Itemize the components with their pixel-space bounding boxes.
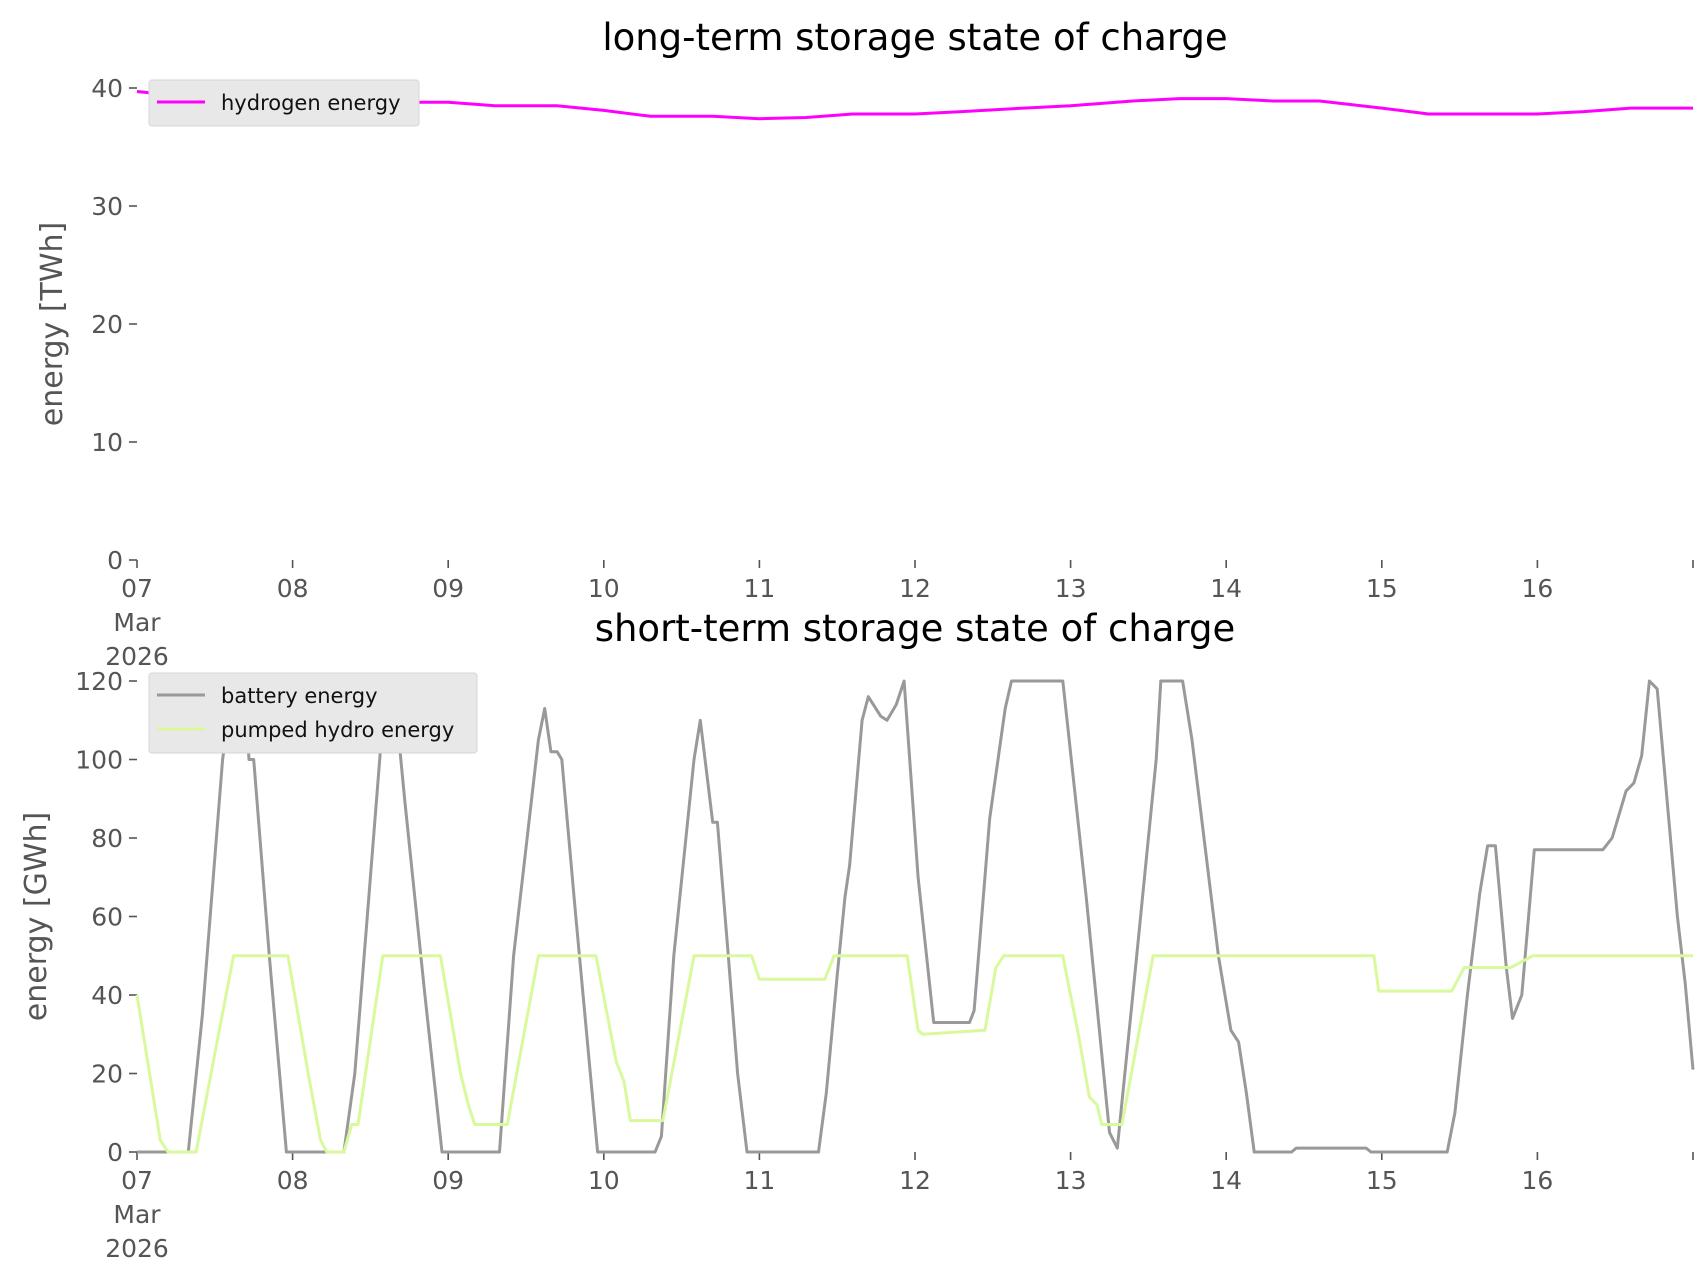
x-tick-label: 08 bbox=[277, 574, 309, 603]
x-tick-sublabel: Mar bbox=[113, 1200, 161, 1229]
x-tick-label: 07 bbox=[121, 1166, 153, 1195]
y-tick-label: 20 bbox=[91, 310, 123, 339]
y-tick-label: 120 bbox=[75, 667, 123, 696]
x-tick-label: 14 bbox=[1210, 1166, 1242, 1195]
legend-label: hydrogen energy bbox=[221, 91, 401, 115]
series-line-hydrogen-energy bbox=[136, 90, 1693, 121]
x-tick-label: 10 bbox=[588, 574, 620, 603]
x-tick-label: 08 bbox=[277, 1166, 309, 1195]
x-tick-sublabel: 2026 bbox=[105, 1234, 169, 1263]
x-tick-label: 15 bbox=[1366, 1166, 1398, 1195]
series-line-battery-energy bbox=[137, 679, 1695, 1154]
x-tick-label: 16 bbox=[1521, 574, 1553, 603]
x-tick-label: 09 bbox=[432, 574, 464, 603]
y-axis-label: energy [GWh] bbox=[19, 812, 54, 1021]
x-tick-label: 11 bbox=[743, 574, 775, 603]
x-tick-sublabel: 2026 bbox=[105, 642, 169, 671]
legend: hydrogen energy bbox=[148, 79, 420, 127]
legend: battery energy pumped hydro energy bbox=[148, 672, 478, 754]
chart-panel-2: short-term storage state of charge energy… bbox=[19, 607, 1695, 1263]
x-tick-label: 11 bbox=[743, 1166, 775, 1195]
x-tick-label: 14 bbox=[1210, 574, 1242, 603]
x-tick-label: 13 bbox=[1055, 1166, 1087, 1195]
x-tick-label: 09 bbox=[432, 1166, 464, 1195]
y-tick-label: 100 bbox=[75, 746, 123, 775]
y-tick-label: 0 bbox=[107, 546, 123, 575]
chart-title: long-term storage state of charge bbox=[602, 16, 1227, 59]
x-tick-label: 10 bbox=[588, 1166, 620, 1195]
x-tick-label: 15 bbox=[1366, 574, 1398, 603]
legend-label: battery energy bbox=[221, 684, 378, 708]
legend-box bbox=[148, 79, 420, 127]
y-tick-label: 20 bbox=[91, 1060, 123, 1089]
y-tick-label: 30 bbox=[91, 192, 123, 221]
y-axis-label: energy [TWh] bbox=[35, 222, 70, 426]
legend-box bbox=[148, 672, 478, 754]
x-tick-label: 13 bbox=[1055, 574, 1087, 603]
y-tick-label: 40 bbox=[91, 981, 123, 1010]
y-tick-label: 0 bbox=[107, 1138, 123, 1167]
chart-panel-1: long-term storage state of charge energy … bbox=[35, 16, 1694, 671]
chart-title: short-term storage state of charge bbox=[595, 607, 1236, 650]
legend-label: pumped hydro energy bbox=[221, 718, 454, 742]
y-tick-label: 60 bbox=[91, 903, 123, 932]
x-tick-sublabel: Mar bbox=[113, 608, 161, 637]
x-tick-label: 16 bbox=[1521, 1166, 1553, 1195]
x-tick-label: 12 bbox=[899, 1166, 931, 1195]
x-tick-label: 07 bbox=[121, 574, 153, 603]
y-tick-label: 80 bbox=[91, 824, 123, 853]
x-tick-label: 12 bbox=[899, 574, 931, 603]
y-tick-label: 40 bbox=[91, 74, 123, 103]
series-line-pumped-hydro-energy bbox=[135, 954, 1693, 1154]
y-tick-label: 10 bbox=[91, 428, 123, 457]
